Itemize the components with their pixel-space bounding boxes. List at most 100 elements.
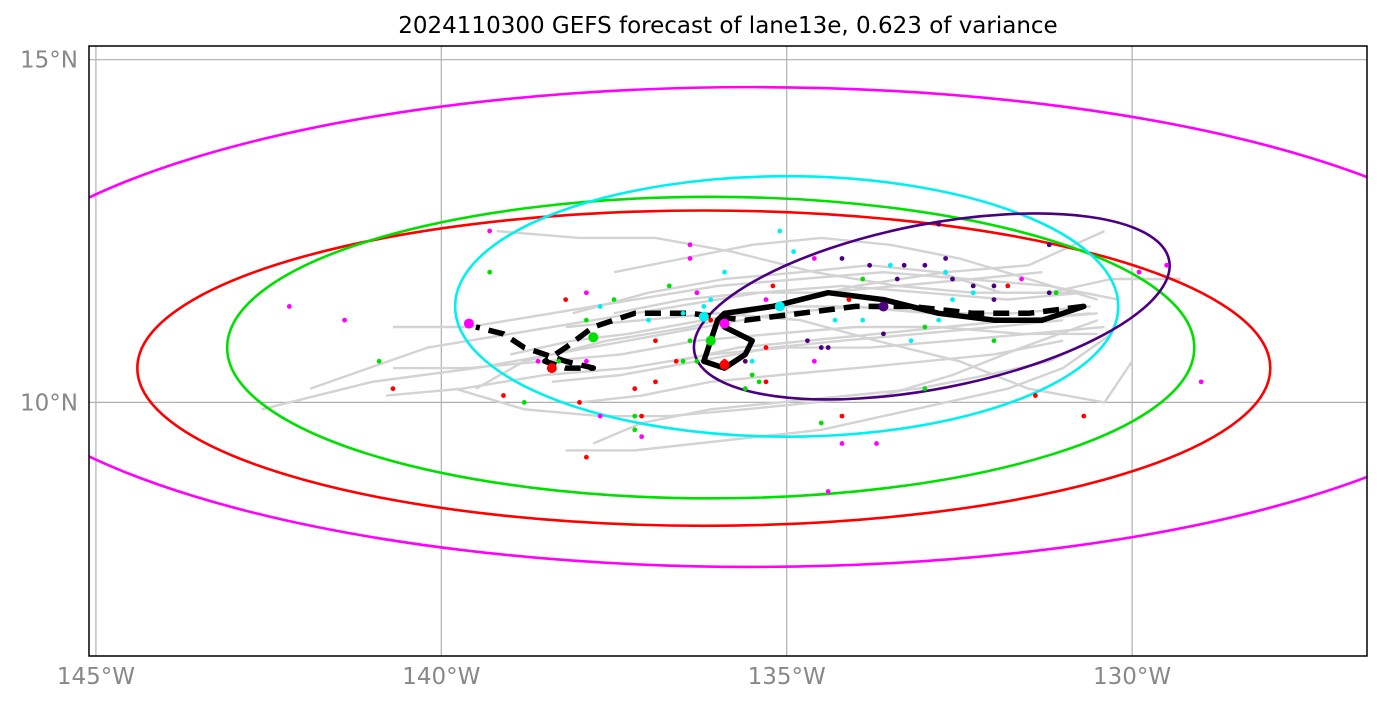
member-point-green — [583, 317, 589, 323]
member-point-green — [991, 338, 997, 344]
member-point-cyan — [950, 297, 955, 302]
member-point-green — [922, 386, 928, 392]
member-point-red — [1081, 413, 1087, 419]
ensemble-track — [393, 325, 1098, 370]
member-point-magenta — [687, 242, 693, 248]
member-point-indigo — [936, 221, 942, 227]
member-point-indigo — [950, 276, 955, 282]
member-point-green — [376, 358, 382, 364]
member-point-green — [521, 400, 527, 405]
member-point-cyan — [777, 228, 783, 234]
member-point-red — [563, 297, 569, 302]
member-point-magenta — [535, 358, 541, 364]
member-point-cyan — [701, 304, 707, 309]
member-point-magenta — [687, 256, 693, 261]
member-point-indigo — [970, 283, 976, 289]
member-point-magenta — [825, 489, 831, 494]
member-point-indigo — [1046, 242, 1052, 248]
y-tick-label: 10°N — [20, 390, 78, 416]
member-point-green — [749, 372, 755, 378]
tick-labels: 145°W 140°W 135°W 130°W 10°N 15°N — [20, 48, 1171, 690]
ensemble-track — [572, 264, 1077, 315]
member-point-cyan — [749, 358, 755, 364]
member-point-cyan — [646, 317, 651, 323]
centroid-red — [546, 363, 557, 374]
member-point-indigo — [818, 345, 824, 350]
member-point-cyan — [832, 317, 838, 323]
member-point-green — [487, 269, 493, 275]
member-point-green — [687, 338, 693, 344]
centroid-cyan — [774, 301, 785, 312]
member-point-cyan — [597, 304, 603, 309]
member-point-red — [1005, 283, 1011, 289]
ensemble-track — [496, 229, 1181, 294]
member-point-magenta — [811, 256, 817, 261]
centroid-green — [588, 332, 599, 343]
x-tick-label: 130°W — [1093, 664, 1171, 690]
member-point-cyan — [970, 290, 976, 296]
member-point-red — [673, 358, 679, 364]
ensemble-track — [309, 284, 1084, 390]
ensemble-track — [565, 312, 1134, 404]
ensemble-track — [393, 271, 1119, 329]
member-point-red — [501, 393, 506, 398]
ellipse-red — [136, 209, 1272, 528]
member-point-magenta — [763, 297, 769, 302]
member-point-magenta — [1136, 269, 1142, 275]
member-point-green — [818, 420, 824, 426]
member-point-green — [860, 276, 866, 282]
x-tick-label: 140°W — [402, 664, 480, 690]
member-point-red — [708, 317, 714, 323]
member-point-indigo — [922, 262, 928, 268]
member-point-indigo — [901, 262, 907, 268]
member-point-green — [611, 297, 617, 302]
grid — [89, 46, 1367, 656]
ellipse-green — [225, 195, 1196, 500]
member-point-magenta — [583, 358, 589, 364]
member-point-magenta — [1198, 379, 1204, 385]
member-point-indigo — [805, 338, 810, 344]
member-point-red — [1033, 393, 1038, 398]
member-point-green — [666, 283, 672, 289]
mean-track-solid — [701, 289, 1087, 371]
plot-frame — [88, 45, 1368, 657]
member-point-green — [742, 386, 748, 392]
member-point-red — [390, 386, 396, 392]
member-point-red — [763, 379, 769, 385]
member-point-green — [632, 413, 638, 419]
member-point-indigo — [825, 345, 831, 350]
member-point-cyan — [791, 249, 797, 255]
member-point-magenta — [1164, 262, 1170, 268]
centroid-magenta — [719, 318, 730, 329]
member-point-green — [556, 358, 562, 364]
member-point-magenta — [597, 413, 603, 419]
y-tick-label: 15°N — [20, 48, 78, 74]
member-point-red — [653, 338, 658, 344]
member-point-indigo — [867, 262, 873, 268]
member-point-cyan — [908, 338, 914, 344]
member-point-magenta — [342, 317, 347, 323]
member-point-red — [653, 379, 658, 385]
ensemble-track — [551, 319, 1064, 383]
member-point-magenta — [1019, 276, 1024, 282]
centroid-indigo — [878, 301, 889, 312]
member-point-magenta — [286, 304, 292, 309]
member-point-green — [680, 358, 686, 364]
x-tick-label: 145°W — [57, 664, 135, 690]
member-point-magenta — [694, 290, 700, 296]
member-point-cyan — [943, 269, 949, 275]
member-point-indigo — [894, 276, 900, 282]
member-point-magenta — [639, 434, 645, 440]
member-point-cyan — [860, 317, 866, 323]
member-point-cyan — [680, 310, 686, 316]
member-point-green — [694, 358, 700, 364]
member-point-red — [583, 454, 589, 460]
member-point-indigo — [742, 358, 748, 364]
member-point-indigo — [943, 256, 949, 261]
member-point-indigo — [881, 331, 886, 337]
ellipse-magenta — [89, 85, 1367, 569]
member-point-magenta — [583, 290, 589, 296]
member-point-indigo — [1046, 290, 1052, 296]
member-point-indigo — [991, 283, 997, 289]
